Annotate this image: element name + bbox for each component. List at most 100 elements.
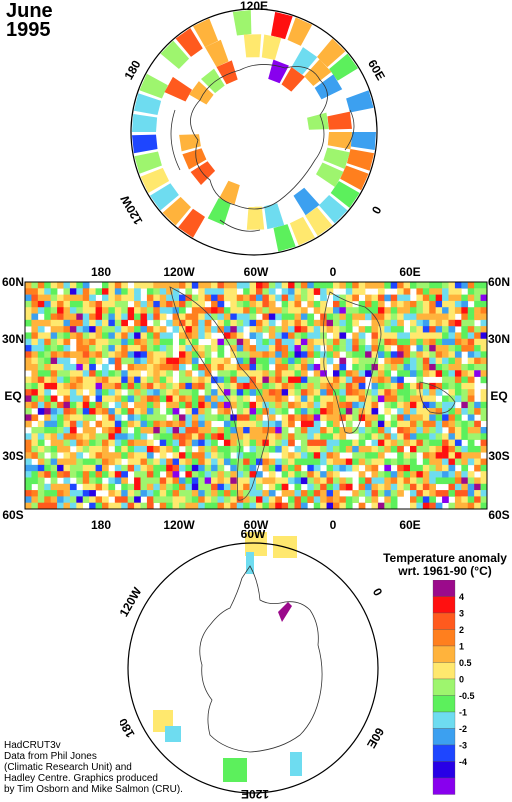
anomaly-cell: [217, 338, 225, 346]
anomaly-cell: [410, 439, 417, 447]
anomaly-cell: [166, 338, 173, 346]
anomaly-cell: [166, 490, 173, 497]
anomaly-cell: [63, 370, 71, 377]
anomaly-cell: [95, 496, 103, 503]
anomaly-cell: [384, 439, 392, 447]
anomaly-cell: [185, 326, 193, 333]
anomaly-cell: [172, 464, 180, 472]
anomaly-cell: [262, 326, 270, 333]
anomaly-cell: [429, 357, 436, 365]
anomaly-cell: [89, 351, 96, 358]
anomaly-cell: [50, 502, 58, 510]
anomaly-cell: [300, 288, 308, 295]
anomaly-cell: [102, 502, 109, 510]
anomaly-cell: [121, 464, 128, 472]
anomaly-cell: [50, 294, 58, 302]
anomaly-cell: [223, 502, 231, 510]
anomaly-cell: [410, 307, 417, 314]
anomaly-cell: [326, 433, 334, 440]
anomaly-cell: [114, 351, 122, 358]
anomaly-cell: [256, 326, 263, 333]
polar-anomaly-cell: [179, 134, 201, 152]
anomaly-cell: [134, 282, 141, 289]
anomaly-cell: [57, 338, 64, 346]
anomaly-cell: [313, 496, 321, 503]
credit-line: Data from Phil Jones: [4, 751, 97, 762]
anomaly-cell: [69, 502, 77, 510]
anomaly-cell: [198, 464, 205, 472]
anomaly-cell: [403, 452, 411, 459]
anomaly-cell: [134, 382, 141, 390]
anomaly-cell: [288, 307, 295, 314]
anomaly-cell: [281, 363, 289, 371]
anomaly-cell: [57, 483, 64, 491]
anomaly-cell: [159, 338, 167, 346]
anomaly-cell: [268, 502, 276, 510]
anomaly-cell: [384, 483, 392, 491]
anomaly-cell: [185, 439, 193, 447]
anomaly-cell: [217, 307, 225, 314]
anomaly-cell: [448, 351, 456, 358]
anomaly-cell: [320, 490, 327, 497]
anomaly-cell: [422, 439, 430, 447]
anomaly-cell: [377, 414, 385, 422]
anomaly-cell: [480, 351, 488, 358]
anomaly-cell: [358, 326, 366, 333]
anomaly-cell: [127, 496, 135, 503]
anomaly-cell: [230, 471, 238, 478]
anomaly-cell: [256, 382, 263, 390]
anomaly-cell: [198, 471, 205, 478]
anomaly-cell: [422, 351, 430, 358]
anomaly-cell: [416, 471, 424, 478]
anomaly-cell: [69, 464, 77, 472]
south-cell: [246, 552, 254, 574]
anomaly-cell: [134, 401, 141, 409]
anomaly-cell: [146, 439, 154, 447]
anomaly-cell: [25, 313, 32, 321]
anomaly-cell: [461, 490, 469, 497]
anomaly-cell: [435, 319, 443, 327]
anomaly-cell: [108, 471, 116, 478]
anomaly-cell: [159, 439, 167, 447]
anomaly-cell: [313, 439, 321, 447]
anomaly-cell: [243, 464, 250, 472]
south-label-60w: 60W: [241, 530, 266, 541]
anomaly-cell: [294, 326, 302, 333]
anomaly-cell: [352, 338, 359, 346]
anomaly-cell: [345, 389, 353, 396]
anomaly-cell: [63, 345, 71, 352]
anomaly-cell: [140, 395, 148, 403]
anomaly-cell: [236, 401, 244, 409]
anomaly-cell: [333, 282, 340, 289]
anomaly-cell: [403, 338, 411, 346]
anomaly-cell: [416, 376, 424, 384]
anomaly-cell: [159, 414, 167, 422]
anomaly-cell: [358, 439, 366, 447]
legend-level-label: -4: [459, 757, 467, 767]
anomaly-cell: [307, 477, 315, 485]
anomaly-cell: [114, 458, 122, 466]
anomaly-cell: [397, 294, 404, 302]
anomaly-cell: [76, 490, 84, 497]
anomaly-cell: [480, 483, 488, 491]
anomaly-cell: [63, 420, 71, 428]
anomaly-cell: [95, 471, 103, 478]
anomaly-cell: [198, 382, 205, 390]
north-label-180: 180: [121, 58, 143, 83]
anomaly-cell: [166, 464, 173, 472]
anomaly-cell: [352, 319, 359, 327]
anomaly-cell: [403, 471, 411, 478]
anomaly-cell: [365, 408, 372, 415]
anomaly-cell: [127, 345, 135, 352]
anomaly-cell: [403, 401, 411, 409]
anomaly-cell: [217, 414, 225, 422]
anomaly-cell: [326, 471, 334, 478]
anomaly-cell: [25, 483, 32, 491]
anomaly-cell: [249, 376, 257, 384]
anomaly-cell: [454, 496, 462, 503]
anomaly-cell: [390, 363, 398, 371]
anomaly-cell: [390, 483, 398, 491]
anomaly-cell: [256, 420, 263, 428]
anomaly-cell: [390, 326, 398, 333]
anomaly-cell: [474, 370, 481, 377]
